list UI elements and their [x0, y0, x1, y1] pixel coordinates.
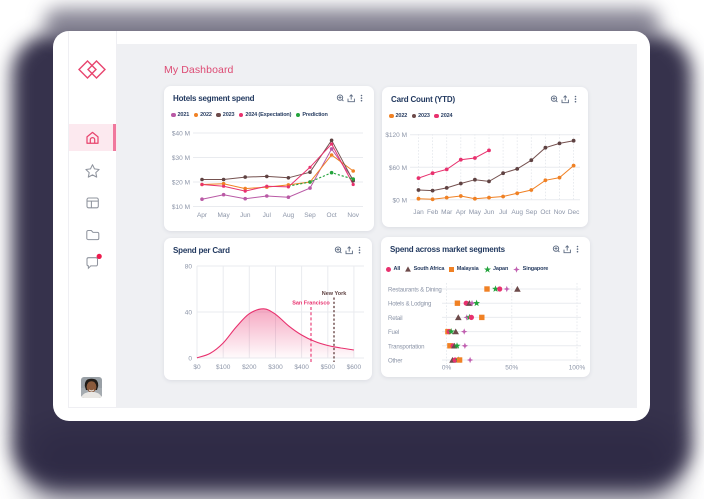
svg-text:Aug: Aug: [511, 209, 523, 216]
svg-text:May: May: [469, 209, 482, 216]
svg-text:Sep: Sep: [526, 209, 538, 216]
svg-text:Fuel: Fuel: [388, 329, 399, 336]
svg-text:Jul: Jul: [263, 212, 272, 219]
svg-text:Other: Other: [388, 358, 402, 365]
svg-text:0: 0: [188, 356, 192, 363]
svg-text:$120 M: $120 M: [385, 132, 407, 139]
svg-text:Oct: Oct: [327, 212, 337, 219]
svg-text:Jun: Jun: [240, 212, 251, 219]
svg-text:$20 M: $20 M: [172, 180, 190, 187]
svg-text:Nov: Nov: [554, 209, 566, 216]
svg-text:$10 M: $10 M: [172, 204, 190, 211]
svg-text:$40 M: $40 M: [172, 131, 190, 138]
svg-text:Apr: Apr: [197, 212, 208, 219]
svg-text:80: 80: [185, 264, 193, 271]
svg-text:40: 40: [185, 310, 193, 317]
svg-text:50%: 50%: [505, 365, 518, 372]
svg-text:Jun: Jun: [484, 209, 495, 216]
svg-text:Hotels & Lodging: Hotels & Lodging: [388, 301, 431, 308]
svg-text:May: May: [217, 212, 230, 219]
svg-text:Apr: Apr: [456, 209, 467, 216]
svg-text:$100: $100: [216, 364, 231, 371]
svg-text:$300: $300: [268, 364, 283, 371]
svg-text:Jan: Jan: [413, 209, 424, 216]
svg-text:$0: $0: [193, 364, 201, 371]
svg-text:Retail: Retail: [388, 315, 402, 322]
svg-text:San Francisco: San Francisco: [292, 301, 330, 307]
svg-text:$200: $200: [242, 364, 257, 371]
svg-text:Aug: Aug: [283, 212, 295, 219]
svg-text:0%: 0%: [442, 365, 452, 372]
svg-text:$60 M: $60 M: [389, 165, 407, 172]
svg-text:Sep: Sep: [304, 212, 316, 219]
svg-text:Dec: Dec: [568, 209, 580, 216]
svg-text:Restaurants & Dining: Restaurants & Dining: [388, 287, 442, 294]
svg-text:Mar: Mar: [441, 209, 453, 216]
svg-text:Jul: Jul: [499, 209, 508, 216]
svg-text:100%: 100%: [569, 365, 586, 372]
svg-text:Oct: Oct: [540, 209, 550, 216]
svg-text:Transportation: Transportation: [388, 343, 424, 350]
svg-text:Nov: Nov: [347, 212, 359, 219]
svg-text:New York: New York: [322, 291, 347, 297]
svg-text:Feb: Feb: [427, 209, 439, 216]
svg-text:$400: $400: [294, 364, 309, 371]
svg-text:$0 M: $0 M: [393, 197, 407, 204]
svg-text:$600: $600: [347, 364, 362, 371]
svg-text:$30 M: $30 M: [172, 155, 190, 162]
svg-text:$500: $500: [321, 364, 336, 371]
